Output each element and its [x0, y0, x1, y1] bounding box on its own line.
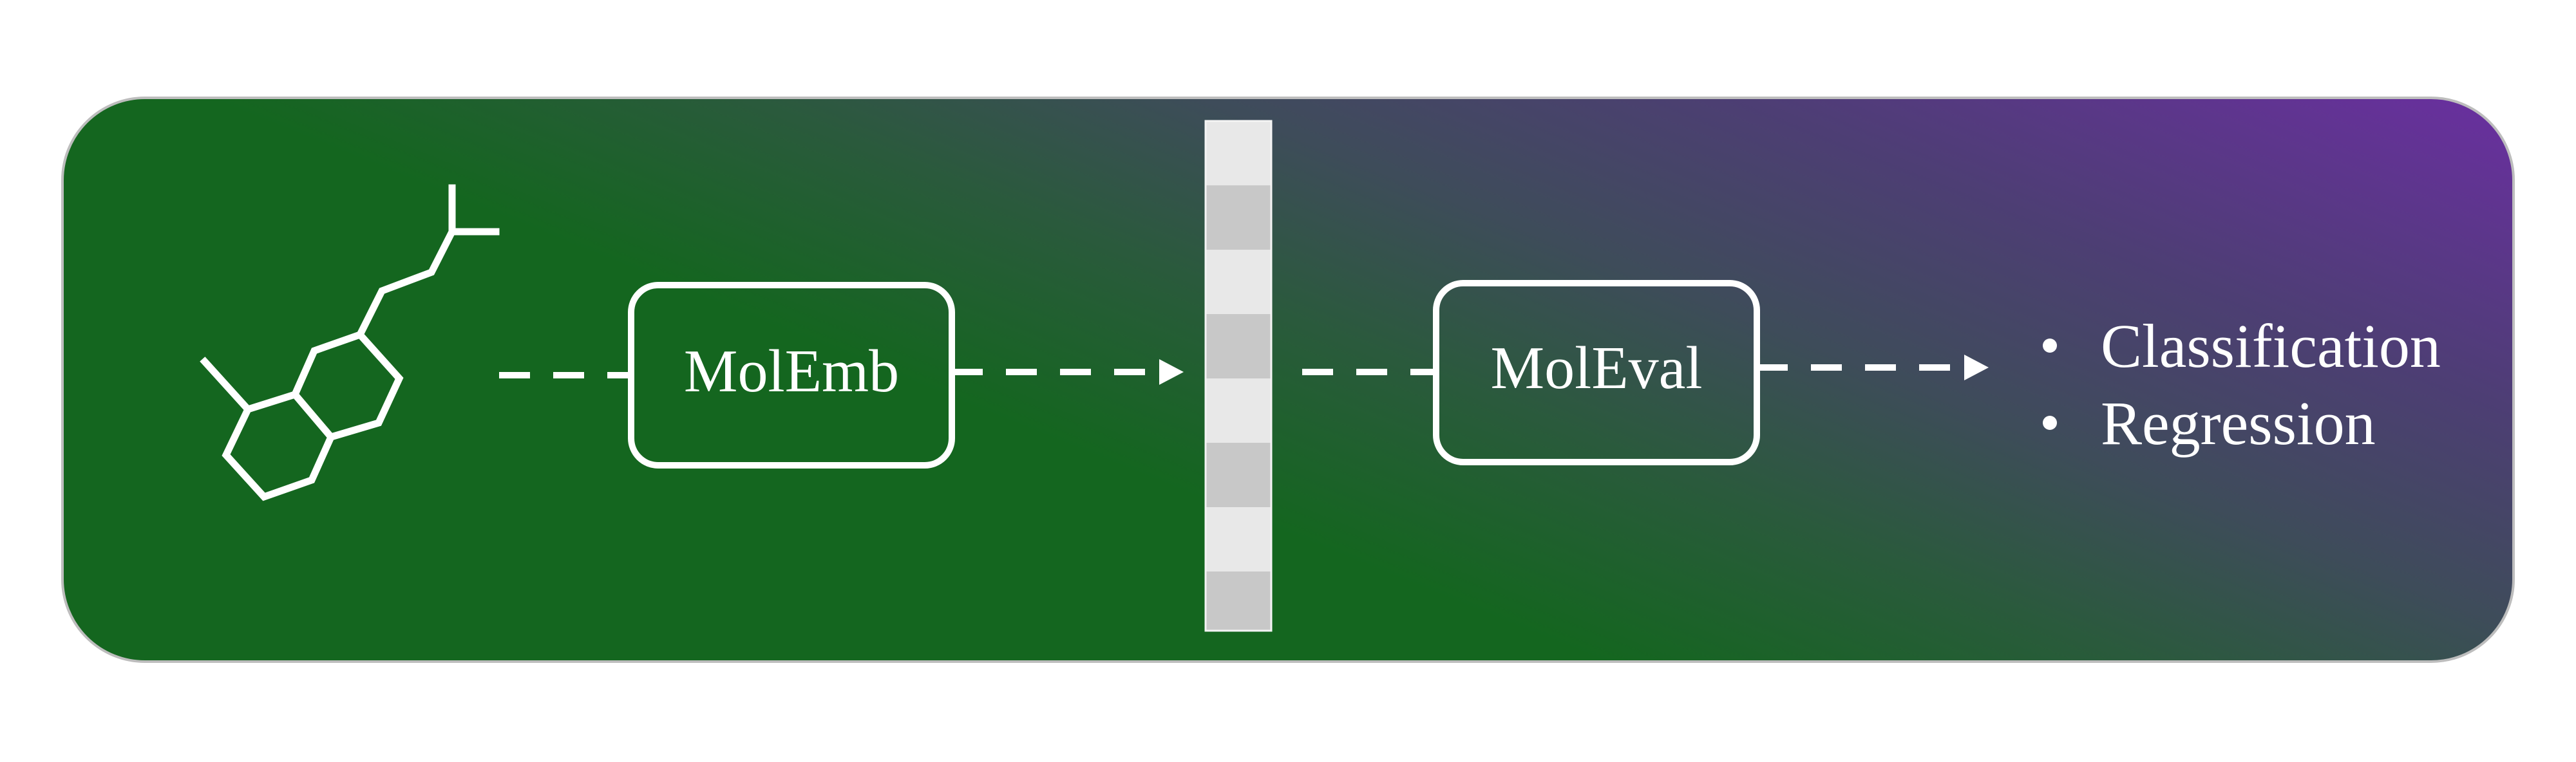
moleval-block: MolEval — [1433, 280, 1760, 465]
embedding-cell — [1206, 185, 1271, 250]
embedding-vector — [1204, 120, 1273, 632]
embedding-border — [1204, 120, 1273, 632]
output-classification: Classification — [2101, 311, 2441, 380]
embedding-cell — [1206, 507, 1271, 572]
embedding-cell — [1206, 314, 1271, 378]
arrow-head-icon — [1964, 355, 1989, 380]
molecule-icon — [200, 184, 500, 501]
output-regression: Regression — [2101, 389, 2376, 458]
embedding-cell — [1206, 572, 1271, 631]
embedding-cell — [1206, 250, 1271, 314]
moleval-box — [1433, 280, 1760, 465]
molemb-block: MolEmb — [628, 282, 955, 469]
diagram-panel — [61, 97, 2515, 663]
bullet-icon — [2043, 416, 2057, 430]
bullet-icon — [2043, 339, 2057, 353]
molemb-label: MolEmb — [684, 338, 899, 405]
embedding-cell — [1206, 443, 1271, 507]
arrow-head-icon — [1159, 359, 1184, 385]
embedding-cell — [1206, 378, 1271, 443]
moleval-label: MolEval — [1491, 335, 1703, 402]
embedding-cell — [1206, 121, 1271, 185]
output-list: Classification Regression — [2043, 311, 2441, 458]
